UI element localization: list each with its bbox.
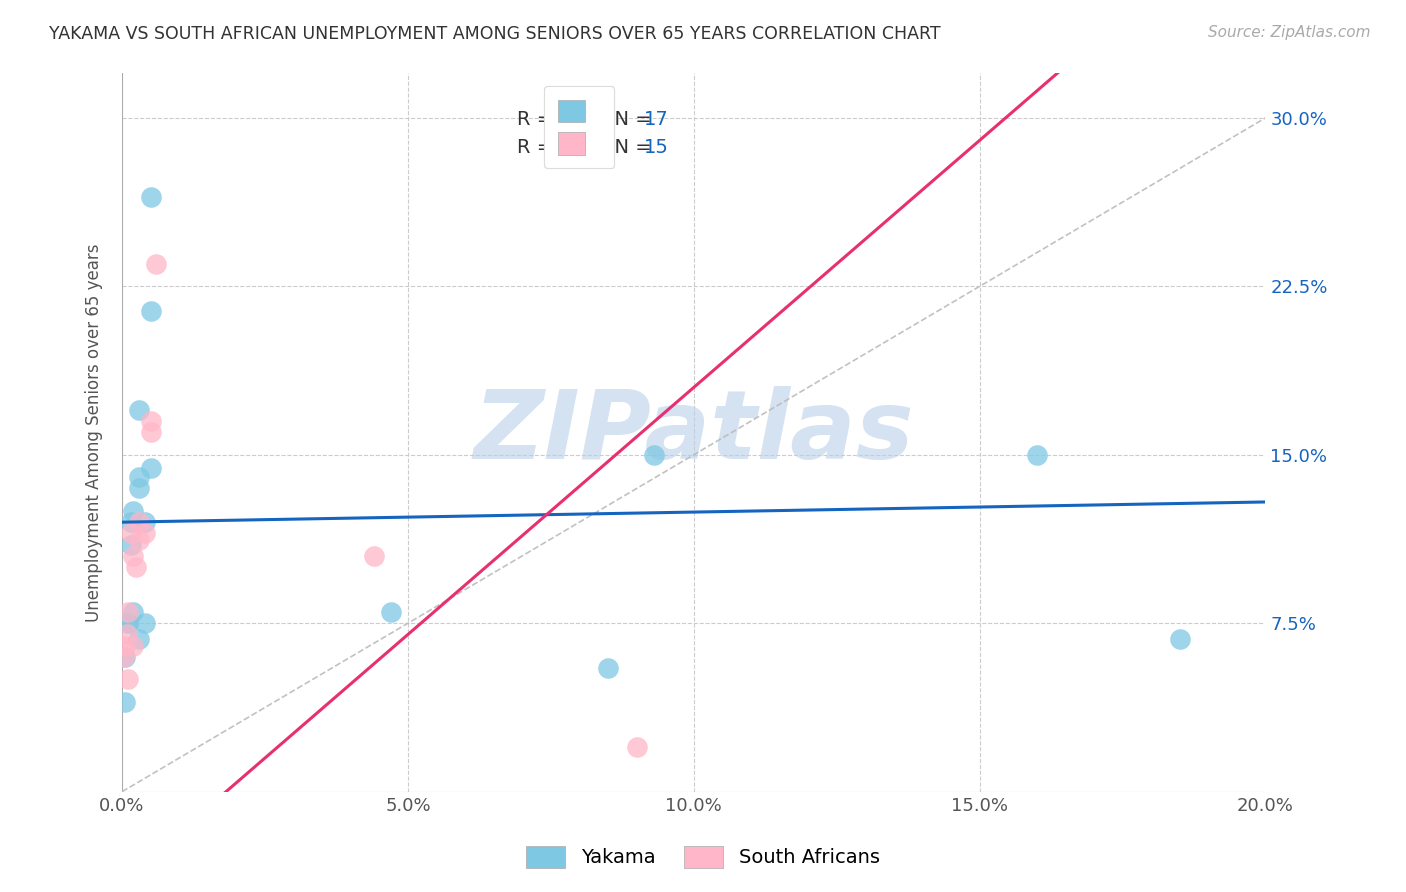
Point [120, 538, 142, 552]
Point [134, 526, 156, 541]
Text: 15: 15 [644, 137, 668, 156]
Text: R =: R = [516, 111, 560, 129]
Point [134, 616, 156, 631]
Point [120, 526, 142, 541]
Point [626, 739, 648, 754]
Point [139, 425, 162, 440]
Text: 0.635: 0.635 [554, 137, 610, 156]
Text: N =: N = [602, 111, 658, 129]
Point [1025, 448, 1047, 462]
Point [117, 616, 139, 631]
Point [128, 403, 150, 417]
Point [363, 549, 385, 563]
Text: Source: ZipAtlas.com: Source: ZipAtlas.com [1208, 25, 1371, 40]
Point [145, 257, 167, 271]
Point [128, 632, 150, 646]
Point [122, 605, 145, 619]
Point [139, 189, 162, 203]
Point [596, 661, 619, 675]
Point [139, 461, 162, 475]
Point [112, 649, 135, 664]
Point [380, 605, 402, 619]
Point [125, 560, 148, 574]
Point [128, 533, 150, 548]
Point [128, 482, 150, 496]
Legend: , : , [544, 87, 614, 169]
Text: R =: R = [516, 137, 560, 156]
Point [122, 639, 145, 653]
Point [120, 515, 142, 529]
Point [115, 627, 138, 641]
Point [117, 673, 139, 687]
Point [139, 414, 162, 428]
Point [1168, 632, 1191, 646]
Y-axis label: Unemployment Among Seniors over 65 years: Unemployment Among Seniors over 65 years [86, 244, 103, 622]
Text: ZIPatlas: ZIPatlas [474, 386, 914, 479]
Point [643, 448, 665, 462]
Legend: Yakama, South Africans: Yakama, South Africans [516, 836, 890, 878]
Text: 0.012: 0.012 [554, 111, 610, 129]
Point [117, 605, 139, 619]
Text: YAKAMA VS SOUTH AFRICAN UNEMPLOYMENT AMONG SENIORS OVER 65 YEARS CORRELATION CHA: YAKAMA VS SOUTH AFRICAN UNEMPLOYMENT AMO… [49, 25, 941, 43]
Point [122, 549, 145, 563]
Point [122, 504, 145, 518]
Point [139, 304, 162, 318]
Point [114, 649, 136, 664]
Point [128, 515, 150, 529]
Point [114, 695, 136, 709]
Text: N =: N = [602, 137, 658, 156]
Text: 17: 17 [644, 111, 668, 129]
Point [128, 470, 150, 484]
Point [114, 639, 136, 653]
Point [134, 515, 156, 529]
Point [117, 616, 139, 631]
